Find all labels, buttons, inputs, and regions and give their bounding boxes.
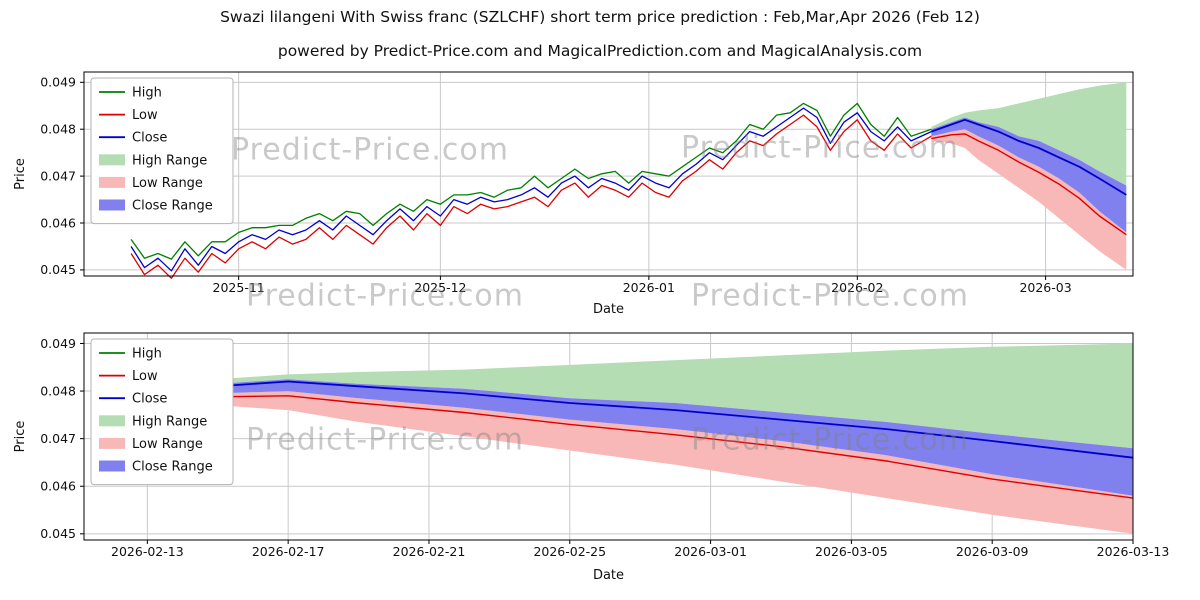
close-range-band [931,117,1127,233]
svg-text:Close: Close [132,131,167,146]
high-range-band [931,82,1127,186]
svg-text:2026-03-13: 2026-03-13 [1097,544,1170,559]
legend-patch-swatch [99,199,125,211]
svg-text:0.048: 0.048 [40,383,76,398]
forecast-lines [931,118,1127,236]
svg-text:2026-03-09: 2026-03-09 [956,544,1029,559]
svg-text:2026-02-13: 2026-02-13 [111,544,184,559]
svg-text:0.049: 0.049 [40,75,76,90]
historical-lines [130,102,932,279]
legend-box [90,77,234,225]
forecast-bands [931,82,1127,270]
svg-text:0.046: 0.046 [40,215,76,230]
axes: 0.045 0.046 0.047 0.048 0.049 2025-11 2025-12 2… [13,75,1072,317]
svg-text:2026-02-17: 2026-02-17 [252,544,325,559]
legend-box [90,338,234,486]
svg-text:Date: Date [593,302,624,317]
svg-text:Low: Low [132,369,158,384]
svg-text:2026-01: 2026-01 [623,280,675,295]
svg-text:0.045: 0.045 [40,526,76,541]
legend-patch-swatch [99,415,125,427]
axes: 0.045 0.046 0.047 0.048 0.049 2026-02-13 2026-… [13,336,1169,583]
svg-text:2025-11: 2025-11 [213,280,265,295]
svg-text:High: High [132,86,162,101]
forecast-lines [112,380,1134,499]
legend: High Low Close High Range Low Range Close Ran… [90,338,234,486]
page-subtitle: powered by Predict-Price.com and Magical… [277,42,923,60]
svg-text:2026-03: 2026-03 [1019,280,1071,295]
svg-text:2026-03-01: 2026-03-01 [674,544,747,559]
svg-text:2026-02: 2026-02 [831,280,883,295]
svg-text:Close: Close [132,392,167,407]
legend-patch-swatch [99,437,125,449]
svg-text:High Range: High Range [132,414,207,429]
svg-text:Low Range: Low Range [132,437,203,452]
svg-text:2025-12: 2025-12 [414,280,466,295]
page-title: Swazi lilangeni With Swiss franc (SZLCHF… [220,8,980,26]
svg-text:Date: Date [593,568,624,583]
svg-text:Low: Low [132,108,158,123]
svg-text:Low Range: Low Range [132,176,203,191]
svg-text:0.047: 0.047 [40,431,76,446]
svg-text:High Range: High Range [132,153,207,168]
svg-text:0.049: 0.049 [40,336,76,351]
svg-text:High: High [132,347,162,362]
svg-text:Price: Price [13,421,28,453]
history-and-forecast-chart: 0.045 0.046 0.047 0.048 0.049 2025-11 2025-12 2… [13,71,1134,317]
plot-border [83,71,1134,277]
svg-text:0.048: 0.048 [40,122,76,137]
legend-patch-swatch [99,460,125,472]
low-range-band [112,391,1133,534]
svg-text:2026-02-21: 2026-02-21 [393,544,466,559]
legend: High Low Close High Range Low Range Close Ran… [90,77,234,225]
svg-text:2026-03-05: 2026-03-05 [815,544,888,559]
high-range-band [112,343,1133,449]
svg-text:Close Range: Close Range [132,199,213,214]
svg-text:Price: Price [13,158,28,190]
gridlines [84,72,1133,276]
legend-patch-swatch [99,176,125,188]
svg-text:0.046: 0.046 [40,479,76,494]
svg-text:0.047: 0.047 [40,168,76,183]
svg-text:2026-02-25: 2026-02-25 [533,544,606,559]
svg-text:0.045: 0.045 [40,262,76,277]
plot-border [83,332,1134,541]
forecast-detail-chart: 0.045 0.046 0.047 0.048 0.049 2026-02-13 2026-… [13,332,1169,583]
svg-text:Close Range: Close Range [132,460,213,475]
legend-patch-swatch [99,154,125,166]
low-range-band [931,129,1127,270]
